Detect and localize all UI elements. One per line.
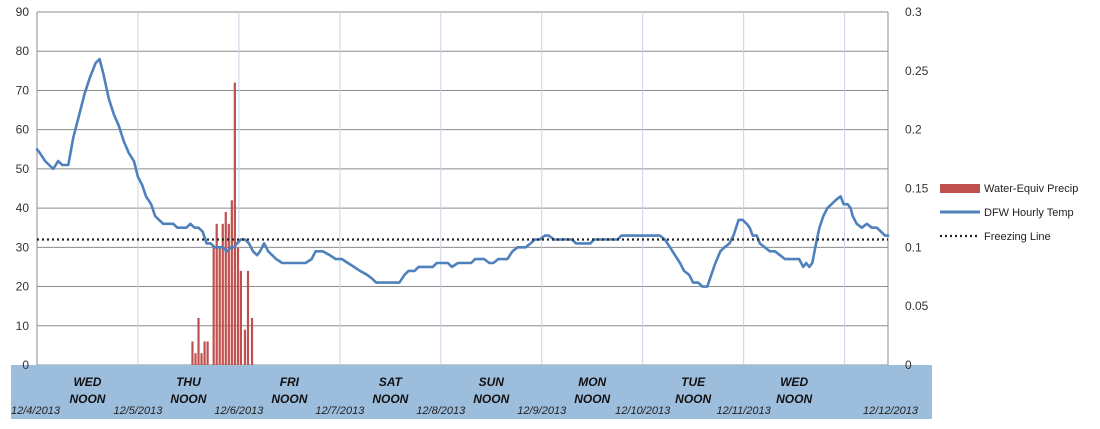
x-axis-labels: WED NOON THU NOON FRI NOON SAT NOON SUN NOON MON NO…: [11, 375, 919, 417]
y-left-tick-label: 70: [16, 83, 30, 97]
legend-label: DFW Hourly Temp: [984, 207, 1074, 219]
x-noon-label: NOON: [473, 392, 509, 406]
y-left-tick-label: 10: [16, 319, 30, 333]
x-date-label: 12/7/2013: [315, 405, 365, 417]
precip-bars: [191, 82, 254, 365]
precip-bar: [203, 341, 206, 365]
y-right-tick-label: 0.15: [905, 182, 929, 196]
legend: Water-Equiv Precip DFW Hourly Temp Freezin…: [940, 183, 1078, 243]
y-left-tick-label: 40: [16, 201, 30, 215]
y-right-tick-label: 0.25: [905, 64, 929, 78]
y-left-tick-label: 30: [16, 240, 30, 254]
precip-bar: [194, 353, 197, 365]
x-date-label: 12/9/2013: [517, 405, 567, 417]
y-right-tick-label: 0.05: [905, 299, 929, 313]
precip-bar: [221, 223, 224, 365]
y-right-tick-label: 0.2: [905, 123, 922, 137]
precip-bar: [218, 247, 221, 365]
y-left-tick-label: 20: [16, 280, 30, 294]
precip-bar: [206, 341, 209, 365]
legend-label: Water-Equiv Precip: [984, 183, 1078, 195]
y-left-tick-label: 80: [16, 44, 30, 58]
y-left-tick-label: 50: [16, 162, 30, 176]
x-day-label: THU: [176, 375, 201, 389]
precip-bar: [224, 212, 227, 365]
x-date-label: 12/6/2013: [214, 405, 264, 417]
y-left-tick-label: 0: [22, 358, 29, 372]
y-right-tick-label: 0: [905, 358, 912, 372]
x-day-label: WED: [780, 375, 808, 389]
x-noon-label: NOON: [675, 392, 711, 406]
x-day-label: SUN: [479, 375, 505, 389]
precip-bar: [239, 270, 243, 365]
x-noon-label: NOON: [69, 392, 105, 406]
precip-bar: [215, 223, 218, 365]
legend-swatch-precip: [940, 184, 980, 193]
x-noon-label: NOON: [271, 392, 307, 406]
precip-bar: [191, 341, 194, 365]
precip-bar: [197, 317, 200, 365]
x-date-label: 12/4/2013: [11, 405, 61, 417]
precip-bar: [200, 353, 203, 365]
precip-bar: [250, 317, 254, 365]
x-date-label: 12/11/2013: [717, 405, 772, 417]
precip-bar: [243, 329, 247, 365]
precip-bar: [230, 200, 233, 365]
precip-bar: [227, 223, 230, 365]
x-axis-band: [11, 365, 932, 419]
x-noon-label: NOON: [776, 392, 812, 406]
x-day-label: WED: [73, 375, 101, 389]
temp-line-layer: [35, 57, 890, 288]
x-day-label: TUE: [681, 375, 706, 389]
y-left-tick-label: 60: [16, 123, 30, 137]
y-left-tick-label: 90: [16, 5, 30, 19]
precip-bar: [212, 247, 215, 365]
precip-bar: [233, 82, 236, 365]
x-noon-label: NOON: [372, 392, 408, 406]
precip-bar: [236, 247, 239, 365]
x-date-label: 12/12/2013: [863, 405, 919, 417]
precip-bar: [246, 270, 250, 365]
x-day-label: SAT: [379, 375, 404, 389]
x-noon-label: NOON: [574, 392, 610, 406]
x-date-label: 12/10/2013: [615, 405, 671, 417]
temp-line: [35, 57, 890, 288]
x-date-label: 12/8/2013: [416, 405, 466, 417]
grid: [36, 11, 889, 366]
y-right-tick-label: 0.1: [905, 240, 922, 254]
x-noon-label: NOON: [170, 392, 206, 406]
x-date-label: 12/5/2013: [113, 405, 163, 417]
x-day-label: MON: [578, 375, 606, 389]
y-axis-ticks: 0 10 20 30 40 50 60 70 80 90 0 0.05 0.1 0.15 0.2 0.25 0.…: [16, 5, 929, 372]
y-right-tick-label: 0.3: [905, 5, 922, 19]
legend-label: Freezing Line: [984, 231, 1051, 243]
x-day-label: FRI: [280, 375, 300, 389]
